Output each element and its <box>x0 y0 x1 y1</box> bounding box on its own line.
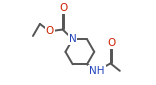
Text: O: O <box>107 38 115 48</box>
Text: O: O <box>46 26 54 36</box>
Text: O: O <box>59 3 68 13</box>
Text: NH: NH <box>89 66 105 76</box>
Text: N: N <box>69 34 77 44</box>
